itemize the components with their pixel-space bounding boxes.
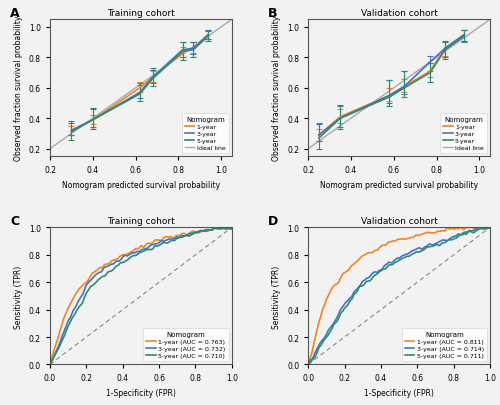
X-axis label: Nomogram predicted survival probability: Nomogram predicted survival probability xyxy=(320,180,478,190)
X-axis label: Nomogram predicted survival probability: Nomogram predicted survival probability xyxy=(62,180,220,190)
Text: D: D xyxy=(268,214,278,227)
Text: B: B xyxy=(268,6,278,19)
Legend: 1-year, 3-year, 5-year, Ideal line: 1-year, 3-year, 5-year, Ideal line xyxy=(440,114,487,154)
Y-axis label: Observed fraction survival probability: Observed fraction survival probability xyxy=(272,16,281,161)
Title: Validation cohort: Validation cohort xyxy=(360,217,438,226)
X-axis label: 1-Specificity (FPR): 1-Specificity (FPR) xyxy=(106,388,176,397)
Title: Training cohort: Training cohort xyxy=(107,217,175,226)
Y-axis label: Observed fraction survival probability: Observed fraction survival probability xyxy=(14,16,24,161)
Text: C: C xyxy=(10,214,19,227)
Text: A: A xyxy=(10,6,20,19)
X-axis label: 1-Specificity (FPR): 1-Specificity (FPR) xyxy=(364,388,434,397)
Legend: 1-year, 3-year, 5-year, Ideal line: 1-year, 3-year, 5-year, Ideal line xyxy=(182,114,228,154)
Title: Training cohort: Training cohort xyxy=(107,9,175,18)
Y-axis label: Sensitivity (TPR): Sensitivity (TPR) xyxy=(14,264,24,328)
Y-axis label: Sensitivity (TPR): Sensitivity (TPR) xyxy=(272,264,281,328)
Legend: 1-year (AUC = 0.811), 3-year (AUC = 0.714), 5-year (AUC = 0.711): 1-year (AUC = 0.811), 3-year (AUC = 0.71… xyxy=(402,328,487,361)
Title: Validation cohort: Validation cohort xyxy=(360,9,438,18)
Legend: 1-year (AUC = 0.763), 3-year (AUC = 0.732), 5-year (AUC = 0.710): 1-year (AUC = 0.763), 3-year (AUC = 0.73… xyxy=(144,328,228,361)
